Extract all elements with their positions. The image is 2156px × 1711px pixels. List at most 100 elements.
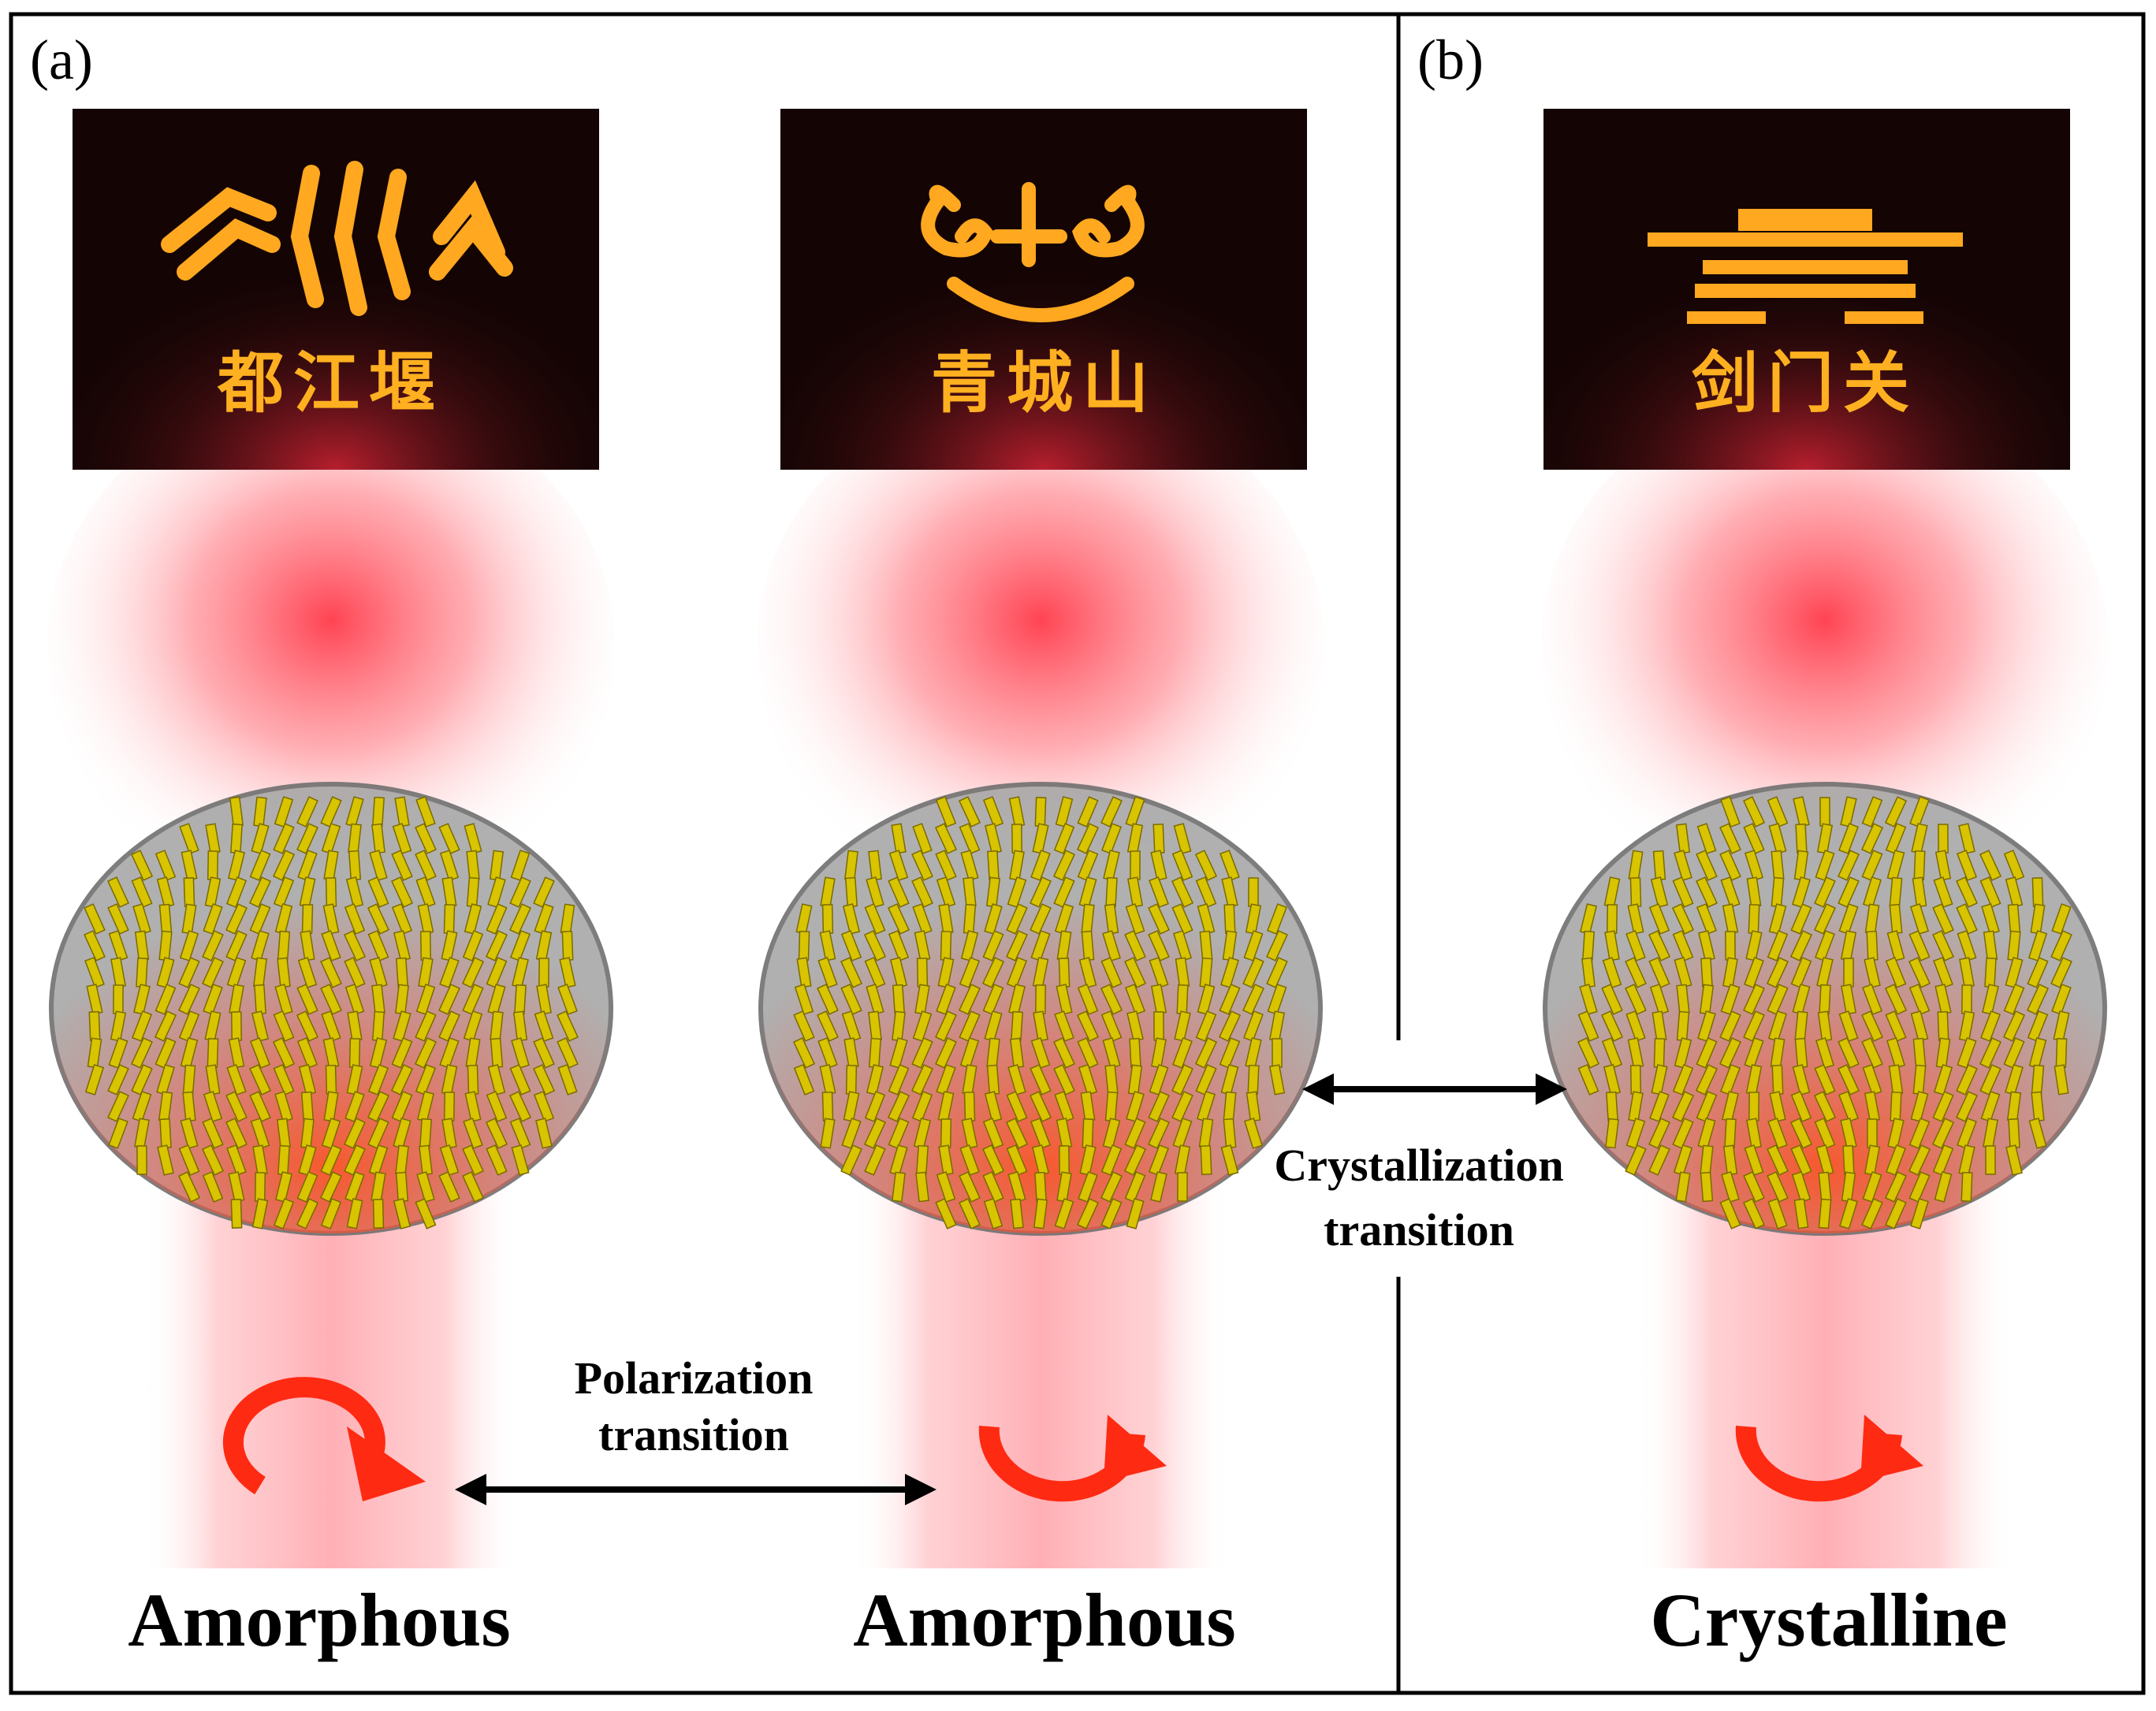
- nanorod: [1195, 1010, 1217, 1042]
- nanorod: [1030, 930, 1051, 962]
- nanorod-array: [1577, 796, 2072, 1229]
- crystallization-transition: Crystallization transition: [1274, 1073, 1567, 1255]
- nanorod: [2027, 957, 2049, 988]
- nanorod: [1790, 1091, 1812, 1122]
- nanorod: [509, 1118, 531, 1149]
- nanorod: [533, 1064, 555, 1095]
- nanorod: [320, 1144, 342, 1176]
- nanorod: [1910, 1091, 1929, 1122]
- nanorod: [866, 876, 884, 908]
- nanorod: [1077, 1198, 1099, 1229]
- nanorod: [915, 1144, 929, 1176]
- nanorod: [1886, 1037, 1905, 1069]
- nanorod: [136, 1145, 147, 1175]
- nanorod: [1007, 1064, 1026, 1095]
- nanorod: [1862, 1064, 1882, 1095]
- nanorod: [1957, 850, 1977, 881]
- nanorod: [1722, 957, 1738, 988]
- nanorod: [107, 1091, 129, 1122]
- nanorod: [207, 1038, 219, 1068]
- nanorod: [1149, 957, 1169, 988]
- nanorod: [1625, 1118, 1646, 1149]
- nanorod: [911, 1064, 933, 1095]
- nanorod: [1149, 876, 1169, 908]
- nanorod: [1884, 984, 1908, 1015]
- panel-a-label: (a): [30, 28, 93, 91]
- nanorod: [273, 823, 295, 854]
- nanorod: [158, 903, 173, 935]
- nanorod: [396, 957, 408, 988]
- nanorod: [202, 1118, 224, 1149]
- nanorod: [1674, 1037, 1692, 1069]
- nanorod: [1767, 1010, 1788, 1042]
- nanorod: [205, 1064, 221, 1095]
- nanorod: [87, 1037, 102, 1069]
- nanorod: [1625, 957, 1647, 988]
- nanorod: [935, 1010, 957, 1042]
- nanorod: [1719, 1064, 1741, 1095]
- nanorod: [485, 1118, 508, 1149]
- nanorod: [1910, 1198, 1929, 1229]
- nanorod: [536, 984, 552, 1015]
- nanorod: [1742, 796, 1766, 828]
- nanorod: [1648, 1144, 1670, 1176]
- nanorod: [486, 1144, 508, 1176]
- nanorod: [1695, 1064, 1718, 1095]
- nanorod: [1982, 984, 1999, 1015]
- nanorod: [130, 850, 154, 881]
- nanorod: [1744, 1037, 1764, 1069]
- nanorod: [415, 984, 436, 1015]
- state-label: Crystalline: [1650, 1578, 2007, 1662]
- nanorod: [443, 904, 456, 934]
- nanorod: [1101, 823, 1122, 854]
- nanorod: [982, 796, 1004, 828]
- nanorod: [1840, 796, 1857, 828]
- nanorod: [1719, 1010, 1741, 1042]
- nanorod: [1007, 876, 1027, 908]
- nanorod: [177, 1171, 201, 1203]
- nanorod: [226, 1064, 247, 1095]
- nanorod: [1908, 1144, 1931, 1176]
- nanorod: [914, 984, 930, 1015]
- nanorod: [1771, 1064, 1784, 1095]
- nanorod: [1030, 1064, 1052, 1095]
- nanorod: [1842, 1144, 1855, 1176]
- nanorod: [1577, 1037, 1600, 1069]
- nanorod: [136, 957, 148, 988]
- nanorod: [249, 1091, 271, 1122]
- nanorod: [490, 1037, 504, 1069]
- nanorod: [1933, 957, 1953, 988]
- nanorod: [1053, 1037, 1075, 1069]
- nanorod: [1053, 1064, 1075, 1095]
- nanorod: [230, 1199, 243, 1229]
- nanorod: [462, 1144, 484, 1176]
- nanorod: [438, 823, 460, 854]
- nanorod: [934, 823, 958, 854]
- nanorod: [1819, 797, 1830, 827]
- hologram-caption: 剑门关: [1692, 344, 1919, 422]
- nanorod: [1242, 984, 1264, 1015]
- nanorod: [1956, 903, 1978, 935]
- nanorod: [1605, 1118, 1619, 1149]
- nanorod: [1650, 876, 1669, 908]
- nanorod: [938, 1144, 954, 1176]
- nanorod: [1985, 1145, 1996, 1175]
- nanorod: [439, 957, 460, 988]
- nanorod: [1171, 903, 1193, 935]
- nanorod: [298, 1144, 317, 1176]
- nanorod: [2003, 1037, 2025, 1069]
- nanorod: [226, 957, 247, 988]
- nanorod: [348, 1038, 361, 1068]
- nanorod: [1219, 984, 1241, 1015]
- nanorod: [182, 1064, 196, 1095]
- nanorod: [1909, 796, 1930, 828]
- nanorod: [1814, 1064, 1836, 1095]
- nanorod: [1006, 1091, 1028, 1122]
- nanorod: [793, 1064, 815, 1095]
- nanorod: [1956, 1091, 1978, 1122]
- nanorod: [1720, 796, 1741, 828]
- nanorod: [1150, 1171, 1167, 1203]
- nanorod: [1195, 1064, 1217, 1095]
- nanorod: [1814, 876, 1836, 908]
- nanorod: [1059, 1145, 1070, 1175]
